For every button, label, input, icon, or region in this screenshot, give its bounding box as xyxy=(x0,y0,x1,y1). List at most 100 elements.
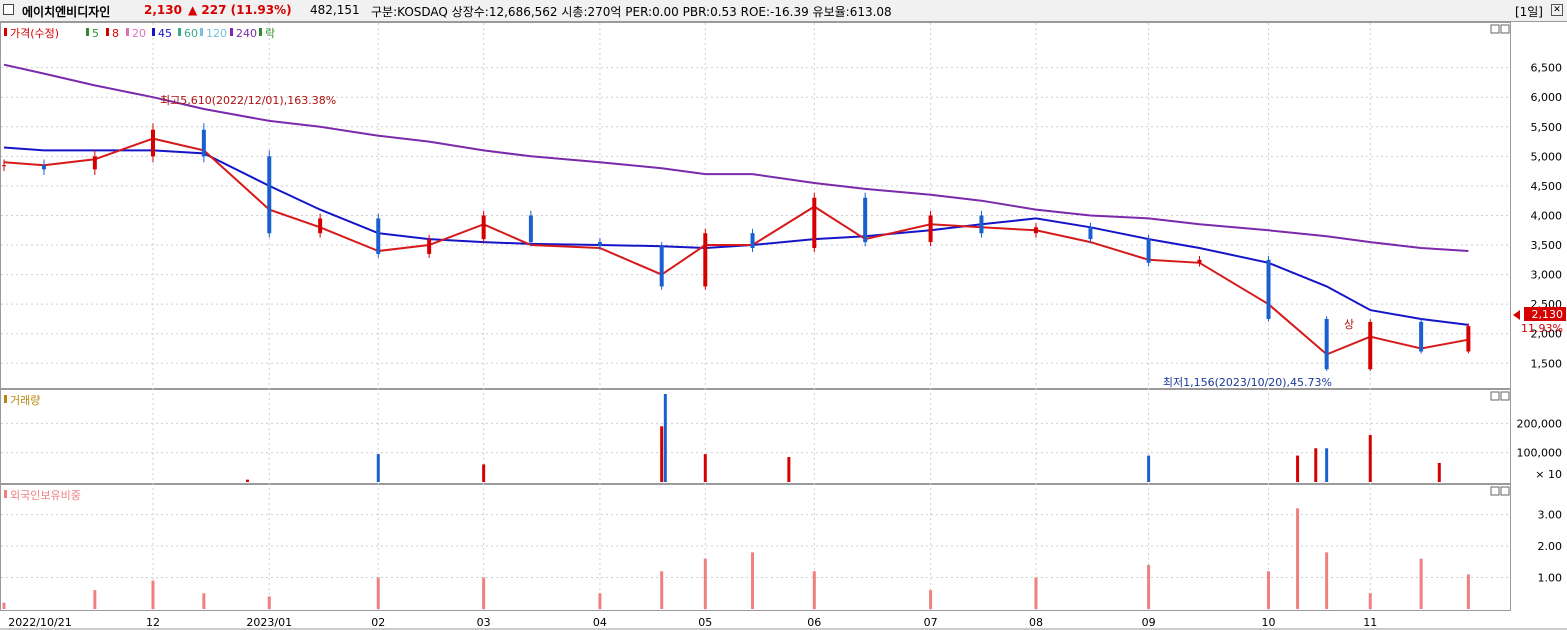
last-price-tag: 2,130 11.93% xyxy=(1513,307,1566,335)
price-tick-label: 4,500 xyxy=(1531,180,1563,193)
panel-frames xyxy=(0,22,1567,630)
stock-info: 구분:KOSDAQ 상장수:12,686,562 시총:270억 PER:0.0… xyxy=(371,5,892,19)
ma45-legend: 45 xyxy=(158,27,172,40)
candle-body xyxy=(703,233,708,287)
volume-legend: 거래량 xyxy=(4,394,40,407)
candle-body xyxy=(979,215,984,234)
candle-body xyxy=(1466,326,1471,352)
ma60-legend: 60 xyxy=(184,27,198,40)
candle-body xyxy=(1419,321,1424,352)
volume-tick-label: 200,000 xyxy=(1517,417,1563,430)
foreign-ratio-bar xyxy=(1325,552,1329,609)
volume-tick-label: 100,000 xyxy=(1517,447,1563,460)
upper-limit-marker: 상 xyxy=(1344,318,1354,331)
volume-bar xyxy=(660,426,664,482)
volume-bar xyxy=(1314,448,1318,482)
price-tick-label: 3,000 xyxy=(1531,269,1563,282)
foreign-tick-label: 2.00 xyxy=(1538,540,1563,553)
candle-body xyxy=(1088,227,1093,240)
panel-close-button[interactable] xyxy=(1500,24,1510,34)
foreign-ratio-bar xyxy=(751,552,755,609)
foreign-ratio-bar xyxy=(1419,558,1423,609)
price-legend-label: 가격(수정) xyxy=(10,27,59,40)
current-price: 2,130 xyxy=(144,3,182,17)
date-tick-label: 09 xyxy=(1142,616,1156,629)
price-tick-label: 6,500 xyxy=(1531,62,1563,75)
ma45-line xyxy=(3,146,1469,326)
candle-body xyxy=(863,197,868,243)
last-price-label: 2,130 xyxy=(1532,308,1564,321)
candle-body xyxy=(481,215,486,240)
foreign-ratio-bar xyxy=(660,571,664,609)
candle-body xyxy=(2,165,6,167)
grid-lines xyxy=(1,23,1510,610)
price-tick-label: 2,000 xyxy=(1531,328,1563,341)
candle-body xyxy=(427,239,432,254)
date-tick-label: 12 xyxy=(146,616,160,629)
ma-main-line xyxy=(3,137,1469,356)
price-tick-label: 1,500 xyxy=(1531,357,1563,370)
foreign-tick-label: 1.00 xyxy=(1538,572,1563,585)
date-tick-label: 08 xyxy=(1029,616,1043,629)
stock-header: 에이치엔비디자인 2,130 ▲ 227 (11.93%) 482,151 구분… xyxy=(0,0,1567,22)
ma20-legend: 20 xyxy=(132,27,146,40)
volume-close-button[interactable] xyxy=(1500,391,1510,401)
date-tick-label: 03 xyxy=(477,616,491,629)
price-legend: 가격(수정) 5 8 20 45 60 120 240 락 xyxy=(4,27,275,40)
ma240-line xyxy=(3,63,1469,252)
axis-labels: 1,5002,0002,5003,0003,5004,0004,5005,000… xyxy=(8,62,1562,629)
date-tick-label: 07 xyxy=(924,616,938,629)
date-tick-label: 04 xyxy=(593,616,607,629)
candle-body xyxy=(1368,321,1373,370)
foreign-tick-label: 3.00 xyxy=(1538,509,1563,522)
candle-body xyxy=(597,242,602,247)
low-note: 최저1,156(2023/10/20),45.73% xyxy=(1163,376,1332,389)
foreign-ratio-bar xyxy=(202,593,206,609)
volume-bar xyxy=(1368,435,1372,482)
foreign-ratio-bar xyxy=(1034,577,1038,609)
volume-legend-label: 거래량 xyxy=(10,394,40,407)
candle-body xyxy=(812,197,817,248)
candle-body xyxy=(1146,239,1151,263)
foreign-ratio-bar xyxy=(598,593,602,609)
price-tick-label: 6,000 xyxy=(1531,91,1563,104)
candle-body xyxy=(150,129,155,157)
candle-body xyxy=(750,233,755,248)
foreign-maximize-button[interactable] xyxy=(1490,486,1500,496)
trade-volume: 482,151 xyxy=(310,3,360,17)
ma120-legend: 120 xyxy=(206,27,227,40)
candle-body xyxy=(267,156,272,234)
price-change: ▲ 227 (11.93%) xyxy=(188,3,292,17)
foreign-ratio-bar xyxy=(1147,564,1151,609)
high-annotation: 최고5,610(2022/12/01),163.38% xyxy=(160,94,336,107)
last-pct-label: 11.93% xyxy=(1521,322,1563,335)
date-tick-label: 2023/01 xyxy=(246,616,292,629)
candle-body xyxy=(928,215,933,243)
candle-body xyxy=(1197,259,1202,263)
stock-chart: 1,5002,0002,5003,0003,5004,0004,5005,000… xyxy=(0,22,1567,630)
last-legend: 락 xyxy=(265,27,275,40)
close-icon[interactable]: ✕ xyxy=(1551,4,1563,16)
low-annotation: 최저1,156(2023/10/20),45.73% xyxy=(1163,376,1332,389)
volume-bar xyxy=(703,454,707,482)
candle-body xyxy=(1033,227,1038,234)
period-selector[interactable]: [1일] xyxy=(1514,5,1543,19)
candle-body xyxy=(41,165,46,170)
candle-body xyxy=(201,129,206,157)
panel-buttons xyxy=(1490,24,1510,496)
volume-unit-label: × 10 xyxy=(1535,468,1562,481)
volume-maximize-button[interactable] xyxy=(1490,391,1500,401)
foreign-close-button[interactable] xyxy=(1500,486,1510,496)
foreign-ratio-bar xyxy=(267,596,271,609)
volume-bar xyxy=(1147,455,1151,482)
date-tick-label: 2022/10/21 xyxy=(8,616,71,629)
panel-maximize-button[interactable] xyxy=(1490,24,1500,34)
select-checkbox[interactable] xyxy=(3,4,14,15)
foreign-ratio-bar xyxy=(1267,571,1271,609)
foreign-ratio-bar xyxy=(1296,508,1300,609)
foreign-ratio-bar xyxy=(376,577,380,609)
high-note: 최고5,610(2022/12/01),163.38% xyxy=(160,94,336,107)
price-tick-label: 5,500 xyxy=(1531,121,1563,134)
foreign-ratio-bar xyxy=(703,558,707,609)
foreign-ratio-bar xyxy=(1368,593,1372,609)
